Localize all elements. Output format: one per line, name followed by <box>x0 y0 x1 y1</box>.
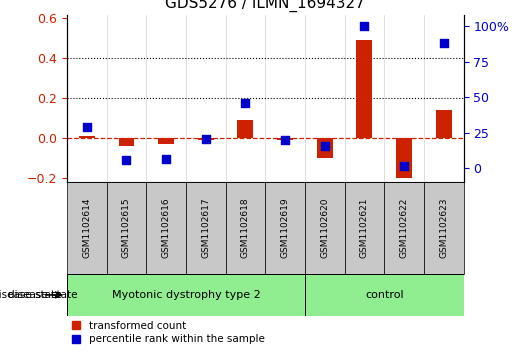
Text: Myotonic dystrophy type 2: Myotonic dystrophy type 2 <box>112 290 260 300</box>
Bar <box>186 182 226 274</box>
Bar <box>237 120 253 138</box>
Text: GSM1102621: GSM1102621 <box>360 197 369 258</box>
Bar <box>277 138 293 140</box>
Text: GSM1102623: GSM1102623 <box>439 197 448 258</box>
Bar <box>79 136 95 138</box>
Bar <box>265 182 305 274</box>
Text: control: control <box>365 290 404 300</box>
Bar <box>436 110 452 138</box>
Bar <box>226 182 265 274</box>
Text: GSM1102614: GSM1102614 <box>82 197 91 258</box>
Bar <box>356 40 372 138</box>
Text: GSM1102622: GSM1102622 <box>400 197 408 258</box>
Bar <box>384 182 424 274</box>
Point <box>400 163 408 168</box>
Text: GSM1102615: GSM1102615 <box>122 197 131 258</box>
Text: GSM1102617: GSM1102617 <box>201 197 210 258</box>
Point <box>281 137 289 143</box>
Bar <box>158 138 174 144</box>
Point <box>440 41 448 46</box>
Point <box>123 157 131 163</box>
Bar <box>305 182 345 274</box>
Point <box>360 24 369 29</box>
Text: disease state: disease state <box>0 290 62 300</box>
Point <box>241 100 249 106</box>
Bar <box>305 274 464 316</box>
Text: GSM1102620: GSM1102620 <box>320 197 329 258</box>
Point <box>320 143 329 148</box>
Bar <box>107 182 146 274</box>
Legend: transformed count, percentile rank within the sample: transformed count, percentile rank withi… <box>72 321 265 344</box>
Bar <box>146 182 186 274</box>
Bar <box>67 182 107 274</box>
Bar <box>198 138 214 140</box>
Bar <box>118 138 134 146</box>
Bar <box>424 182 464 274</box>
Point <box>202 136 210 142</box>
Point <box>162 156 170 162</box>
Text: GSM1102619: GSM1102619 <box>281 197 289 258</box>
Bar <box>317 138 333 158</box>
Title: GDS5276 / ILMN_1694327: GDS5276 / ILMN_1694327 <box>165 0 365 12</box>
Bar <box>67 274 305 316</box>
Text: disease state: disease state <box>8 290 77 300</box>
Bar <box>396 138 412 178</box>
Bar <box>345 182 384 274</box>
Text: GSM1102616: GSM1102616 <box>162 197 170 258</box>
Text: GSM1102618: GSM1102618 <box>241 197 250 258</box>
Point <box>82 125 91 130</box>
